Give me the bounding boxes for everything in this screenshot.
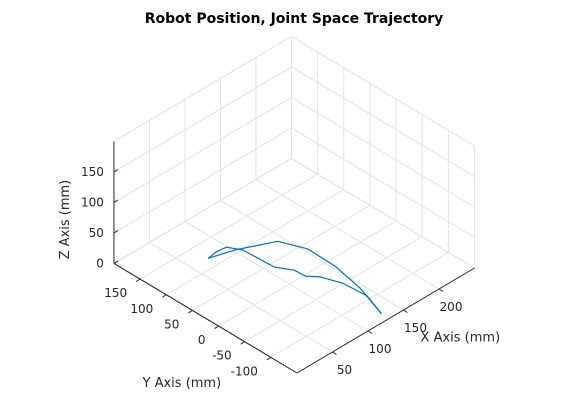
z-tick-mark	[113, 169, 119, 173]
side-wall-grid-line	[291, 66, 475, 177]
trajectory-line-1	[207, 240, 382, 315]
floor-grid-line	[149, 242, 333, 353]
y-tick-label: -50	[212, 349, 232, 363]
back-wall-grid-line	[113, 36, 292, 142]
z-axis-label: Z Axis (mm)	[58, 180, 73, 260]
back-wall-grid-line	[113, 66, 292, 173]
side-wall-grid-line	[291, 97, 475, 208]
x-tick-label: 200	[440, 300, 463, 314]
axis-lines	[113, 141, 475, 374]
z-tick-label: 0	[96, 256, 104, 270]
y-tick-mark	[240, 341, 245, 345]
x-tick-mark	[403, 309, 408, 313]
floor-grid-line	[192, 204, 371, 311]
z-tick-mark	[113, 230, 119, 234]
z-tick-mark	[113, 260, 119, 264]
y-tick-label: 150	[104, 286, 127, 300]
floor-grid-line	[220, 200, 404, 311]
z-tick-label: 100	[81, 195, 104, 209]
floor-grid-line	[184, 221, 369, 332]
y-tick-mark	[135, 278, 141, 283]
trajectory-line-2	[207, 246, 382, 315]
floor-grid-line	[255, 179, 440, 290]
z-tick-mark	[113, 199, 119, 203]
back-wall-grid-line	[113, 97, 292, 203]
x-tick-mark	[332, 351, 337, 355]
floor-grid-line	[139, 173, 318, 280]
z-tick-label: 150	[81, 165, 104, 179]
y-tick-mark	[161, 294, 167, 298]
floor-grid-line	[165, 189, 345, 296]
x-tick-label: 50	[337, 363, 352, 377]
back-wall-grid-line	[113, 127, 292, 234]
x-tick-label: 150	[404, 321, 427, 335]
x-axis-label: X Axis (mm)	[421, 330, 501, 345]
y-tick-mark	[188, 309, 193, 314]
floor-grid-line	[244, 236, 423, 343]
side-wall-grid-line	[291, 158, 475, 269]
side-wall-grid-line	[291, 127, 475, 238]
side-wall-grid-line	[291, 36, 475, 147]
x-tick-mark	[367, 330, 373, 334]
floor-grid-line	[270, 251, 449, 358]
z-tick-label: 50	[89, 226, 104, 240]
x-axis-line	[296, 267, 475, 374]
chart-title: Robot Position, Joint Space Trajectory	[145, 11, 444, 27]
y-tick-mark	[214, 325, 219, 329]
y-axis-label: Y Axis (mm)	[142, 376, 222, 391]
y-tick-mark	[266, 356, 272, 361]
x-tick-mark	[438, 288, 444, 292]
y-tick-label: 0	[198, 333, 206, 347]
x-tick-label: 100	[369, 342, 392, 356]
y-tick-label: -100	[231, 364, 258, 378]
y-tick-label: 50	[164, 317, 179, 331]
y-tick-label: 100	[130, 302, 153, 316]
floor-grid-line	[218, 220, 397, 327]
y-axis-line	[113, 263, 298, 374]
trajectory-plot	[207, 240, 382, 315]
back-wall-grid-line	[113, 158, 292, 264]
grid-lines	[113, 36, 475, 374]
